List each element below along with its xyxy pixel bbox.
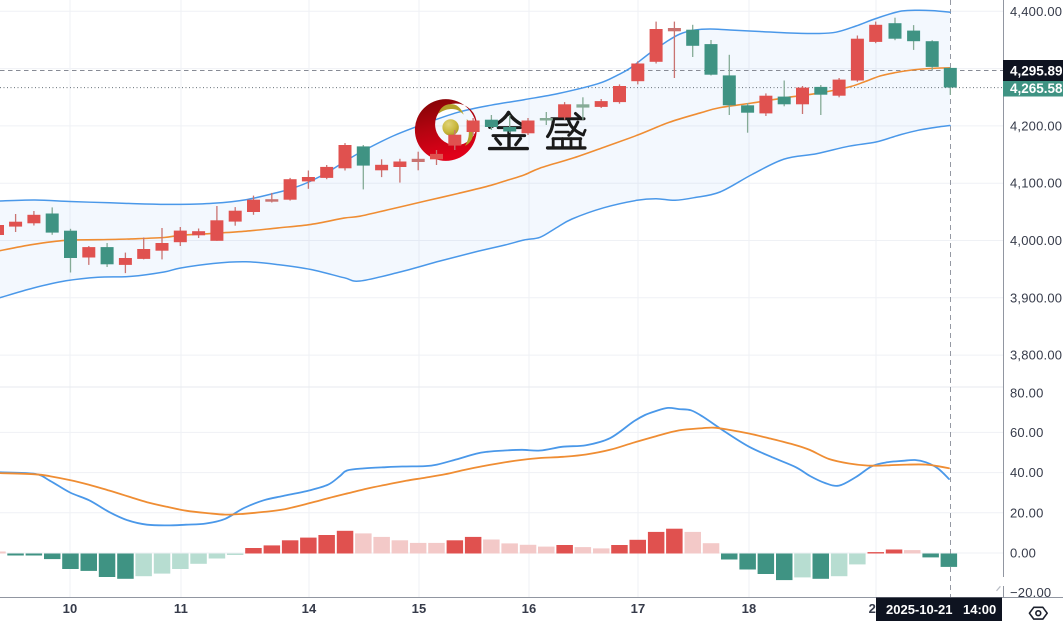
svg-text:17: 17: [631, 601, 646, 616]
svg-text:14:00: 14:00: [963, 602, 996, 617]
svg-text:3,800.00: 3,800.00: [1010, 348, 1062, 363]
svg-text:18: 18: [742, 601, 757, 616]
svg-text:4,400.00: 4,400.00: [1010, 4, 1062, 19]
svg-text:4,265.58: 4,265.58: [1010, 81, 1063, 96]
svg-text:60.00: 60.00: [1010, 425, 1044, 440]
svg-text:3,900.00: 3,900.00: [1010, 290, 1062, 305]
svg-text:14: 14: [302, 601, 317, 616]
svg-text:4,000.00: 4,000.00: [1010, 233, 1062, 248]
svg-text:11: 11: [174, 601, 188, 616]
svg-text:−20.00: −20.00: [1010, 585, 1051, 600]
svg-text:4,100.00: 4,100.00: [1010, 176, 1062, 191]
svg-text:2025-10-21: 2025-10-21: [886, 602, 953, 617]
svg-text:40.00: 40.00: [1010, 465, 1044, 480]
svg-text:80.00: 80.00: [1010, 386, 1044, 401]
svg-text:10: 10: [63, 601, 78, 616]
svg-text:4,200.00: 4,200.00: [1010, 118, 1062, 133]
svg-text:15: 15: [412, 601, 427, 616]
svg-text:20.00: 20.00: [1010, 505, 1044, 520]
svg-text:4,295.89: 4,295.89: [1010, 64, 1063, 79]
svg-text:16: 16: [522, 601, 537, 616]
svg-text:0.00: 0.00: [1010, 546, 1036, 561]
